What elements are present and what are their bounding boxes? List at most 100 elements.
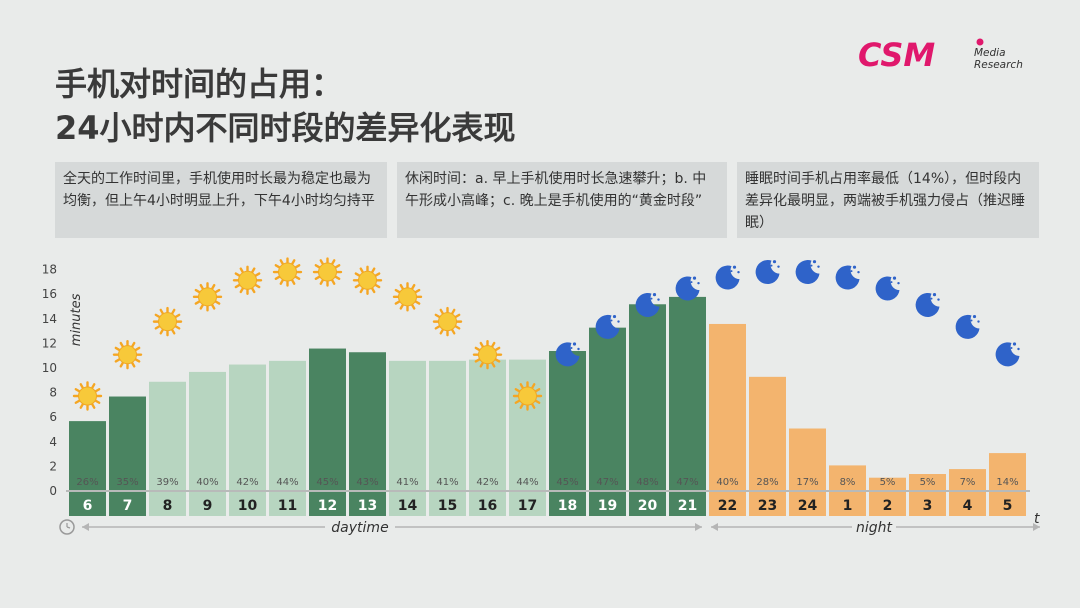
hour-cell xyxy=(349,492,386,516)
x-tick-label: 14 xyxy=(398,498,418,514)
sun-icon xyxy=(232,265,263,295)
percent-label: 42% xyxy=(476,477,498,488)
sun-ray xyxy=(454,313,461,319)
sun-ray xyxy=(394,288,401,294)
percent-label: 40% xyxy=(196,477,218,488)
x-tick-label: 19 xyxy=(598,498,617,514)
moon-star xyxy=(770,264,773,267)
moon-crescent xyxy=(635,292,660,317)
sun-ray xyxy=(159,328,165,335)
percent-label: 47% xyxy=(596,477,618,488)
moon-star xyxy=(572,342,577,346)
sun-ray xyxy=(134,357,141,363)
sun-disc xyxy=(358,270,377,290)
sun-ray xyxy=(254,283,261,289)
sun-ray xyxy=(294,264,301,269)
moon-star xyxy=(777,265,780,268)
sun-ray xyxy=(250,267,256,274)
sun-ray xyxy=(119,341,125,349)
hour-cell xyxy=(509,492,546,516)
bar xyxy=(189,371,226,490)
sun-ray xyxy=(494,346,501,352)
sun-ray xyxy=(479,361,485,368)
bar xyxy=(789,428,826,490)
moon-star xyxy=(970,319,973,322)
moon-star xyxy=(570,347,573,349)
percent-label: 14% xyxy=(996,477,1018,488)
y-tick-label: 12 xyxy=(42,336,57,350)
page-title: 手机对时间的占用： 24小时内不同时段的差异化表现 xyxy=(55,62,516,150)
percent-label: 40% xyxy=(716,477,738,488)
y-axis-label: minutes xyxy=(69,293,84,346)
moon-icon xyxy=(795,260,820,285)
hour-cell xyxy=(709,492,746,516)
sun-ray xyxy=(434,313,441,319)
moon-star xyxy=(657,298,660,301)
sun-ray xyxy=(74,399,81,404)
title-line-1: 手机对时间的占用： xyxy=(55,65,344,103)
moon-star xyxy=(577,347,580,351)
percent-label: 45% xyxy=(556,477,578,488)
sun-ray xyxy=(294,275,301,280)
moon-star xyxy=(697,281,700,285)
sun-ray xyxy=(439,328,445,335)
sun-icon xyxy=(352,265,383,295)
moon-crescent xyxy=(915,292,940,317)
sun-ray xyxy=(534,388,541,393)
moon-icon xyxy=(915,292,940,317)
moon-star xyxy=(892,276,897,280)
hour-cell xyxy=(269,492,306,516)
daytime-label-bg xyxy=(325,518,395,536)
moon-star xyxy=(732,265,737,269)
moon-star xyxy=(930,297,933,300)
moon-icon xyxy=(955,314,980,339)
bar xyxy=(989,453,1026,490)
sun-ray xyxy=(114,357,121,363)
sun-ray xyxy=(130,341,136,349)
hour-cell xyxy=(909,492,946,516)
percent-label: 5% xyxy=(920,477,936,488)
hour-cell xyxy=(869,492,906,516)
sun-ray xyxy=(314,264,321,269)
x-tick-label: 8 xyxy=(163,498,173,514)
bar xyxy=(949,469,986,490)
bar xyxy=(149,381,186,490)
hour-cell xyxy=(669,492,706,516)
sun-icon xyxy=(272,257,303,287)
sun-ray xyxy=(534,399,541,404)
csm-logo: CSM Media Research xyxy=(858,36,1028,80)
moon-crescent xyxy=(955,314,980,339)
sun-ray xyxy=(439,308,445,316)
hour-cell xyxy=(549,492,586,516)
sun-ray xyxy=(239,267,245,274)
hour-cell xyxy=(989,492,1026,516)
sun-disc xyxy=(118,345,137,365)
moon-crescent xyxy=(795,260,820,285)
night-arrow-right xyxy=(1033,523,1040,531)
hour-cell xyxy=(589,492,626,516)
moon-star xyxy=(737,270,740,274)
moon-crescent xyxy=(555,342,580,367)
sun-ray xyxy=(210,283,216,291)
sun-icon xyxy=(472,339,503,370)
moon-star xyxy=(1010,347,1013,349)
sun-ray xyxy=(450,308,456,316)
hour-cell xyxy=(629,492,666,516)
moon-star xyxy=(652,293,657,297)
sun-ray xyxy=(170,308,176,316)
sun-ray xyxy=(519,402,525,409)
moon-crescent xyxy=(875,276,900,301)
hour-cell xyxy=(149,492,186,516)
hour-cell xyxy=(749,492,786,516)
bar xyxy=(829,465,866,490)
sun-icon xyxy=(512,381,543,411)
percent-label: 8% xyxy=(840,477,856,488)
sun-ray xyxy=(399,303,405,310)
moon-crescent xyxy=(715,265,740,290)
x-tick-label: 5 xyxy=(1003,498,1013,514)
sun-ray xyxy=(514,388,521,393)
sun-disc xyxy=(278,262,297,282)
bar xyxy=(469,359,506,490)
night-label: night xyxy=(856,520,893,536)
note-leisure: 休闲时间：a. 早上手机使用时长急速攀升；b. 中午形成小高峰；c. 晚上是手机… xyxy=(397,162,727,238)
